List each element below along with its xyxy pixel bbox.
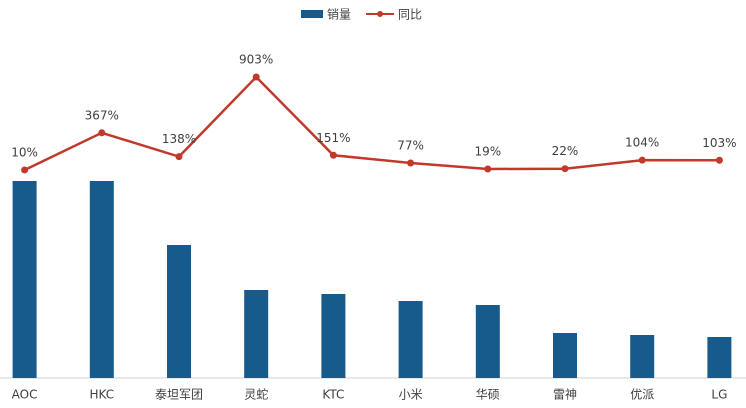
x-tick-label: 泰坦军团 (155, 388, 203, 402)
legend-label: 销量 (327, 8, 351, 22)
data-label: 903% (239, 53, 273, 67)
x-tick-label: 雷神 (553, 388, 577, 402)
line-marker (329, 151, 337, 159)
data-label: 151% (316, 131, 350, 145)
x-tick-label: 灵蛇 (244, 387, 268, 402)
bar (89, 181, 114, 378)
bar (553, 333, 577, 378)
data-label: 10% (11, 145, 38, 159)
data-label: 77% (397, 138, 424, 152)
x-tick-label: KTC (322, 388, 344, 402)
data-label: 22% (552, 144, 579, 158)
line-marker (21, 166, 29, 174)
x-tick-label: LG (711, 388, 727, 402)
bar (321, 294, 346, 378)
bar (475, 305, 500, 378)
data-label: 103% (702, 136, 736, 150)
line-marker (252, 73, 260, 81)
data-label: 138% (162, 132, 196, 146)
line (24, 75, 720, 172)
data-label: 104% (625, 136, 659, 150)
line-marker (98, 129, 106, 137)
line-marker (484, 165, 492, 173)
data-label: 367% (85, 108, 119, 122)
legend-label: 同比 (398, 8, 422, 22)
x-tick-label: HKC (89, 388, 114, 402)
line-marker (638, 156, 646, 164)
bar (167, 245, 191, 378)
line-marker (715, 156, 723, 164)
legend-swatch (301, 10, 323, 18)
bar (630, 335, 655, 378)
bar (707, 337, 732, 378)
line-marker (407, 159, 415, 167)
x-tick-label: AOC (12, 388, 38, 402)
data-label: 19% (474, 145, 501, 159)
bar (12, 181, 37, 378)
line-marker (561, 165, 569, 173)
bar (244, 290, 269, 378)
legend-marker (377, 11, 384, 17)
x-tick-label: 小米 (399, 388, 423, 402)
x-tick-label: 优派 (630, 388, 654, 402)
x-tick-label: 华硕 (476, 388, 500, 402)
line-marker (175, 153, 183, 161)
bar (398, 301, 423, 378)
